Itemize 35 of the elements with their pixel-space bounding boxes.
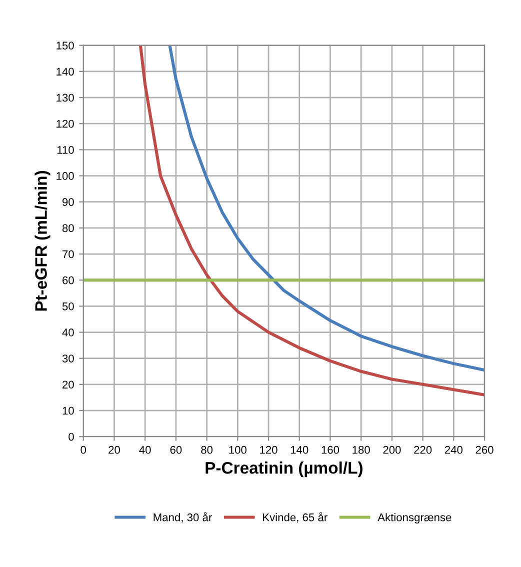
y-tick-label: 30: [62, 354, 74, 362]
y-tick-label: 110: [57, 146, 74, 154]
x-axis-title: P-Creatinin (µmol/L): [206, 462, 362, 478]
x-tick-label: 40: [139, 446, 151, 454]
legend-label: Kvinde, 65 år: [263, 512, 328, 523]
x-tick-label: 120: [260, 446, 278, 454]
y-tick-label: 100: [56, 172, 74, 180]
y-tick-label: 80: [62, 224, 74, 232]
y-tick-label: 40: [62, 328, 74, 336]
x-tick-label: 20: [108, 446, 120, 454]
legend-label: Aktionsgrænse: [378, 513, 452, 524]
y-tick-label: 20: [62, 380, 74, 389]
x-tick-label: 80: [201, 446, 213, 454]
y-tick-label: 130: [56, 94, 74, 102]
x-tick-label: 160: [322, 446, 340, 454]
x-tick-label: 60: [170, 446, 182, 454]
y-tick-label: 70: [62, 250, 74, 258]
y-tick-label: 120: [56, 120, 74, 128]
y-tick-label: 10: [62, 406, 74, 415]
x-tick-label: 0: [80, 446, 86, 454]
x-tick-label: 180: [352, 446, 370, 454]
x-tick-label: 260: [476, 446, 494, 454]
y-tick-label: 90: [62, 198, 74, 206]
x-tick-label: 220: [414, 446, 432, 454]
x-tick-label: 140: [290, 446, 308, 454]
x-tick-label: 100: [229, 446, 246, 454]
y-tick-label: 140: [56, 68, 74, 76]
x-tick-label: 200: [383, 446, 401, 454]
y-tick-label: 0: [68, 432, 74, 441]
y-tick-label: 60: [62, 276, 74, 284]
legend-label: Mand, 30 år: [154, 512, 212, 523]
x-tick-label: 240: [444, 446, 463, 454]
y-tick-label: 150: [56, 42, 74, 50]
y-tick-label: 50: [62, 302, 74, 310]
y-axis-title: Pt-eGFR (mL/min): [34, 170, 50, 311]
